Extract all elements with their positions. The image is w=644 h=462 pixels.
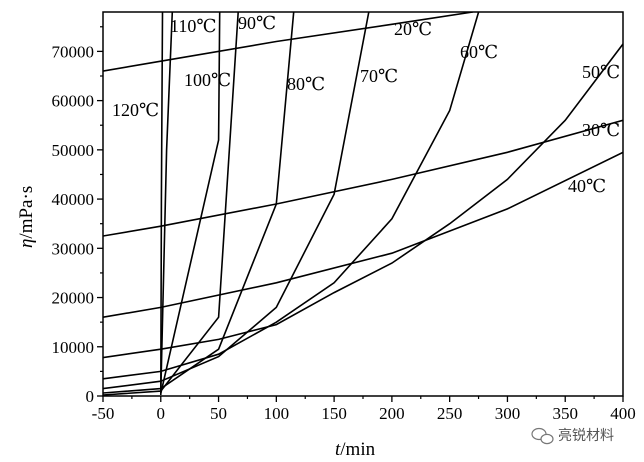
series-line-80c — [103, 12, 295, 394]
series-line-110c — [160, 12, 174, 393]
x-tick-label: 100 — [264, 404, 290, 423]
y-tick-label: 70000 — [52, 42, 95, 61]
label-20c: 20℃ — [394, 19, 432, 39]
series-line-20c — [103, 12, 473, 72]
series-line-100c — [160, 12, 221, 394]
label-100c: 100℃ — [184, 70, 231, 90]
label-70c: 70℃ — [360, 66, 398, 86]
series-line-70c — [103, 12, 370, 390]
label-80c: 80℃ — [287, 74, 325, 94]
series-line-120c — [160, 12, 164, 396]
x-tick-label: 300 — [495, 404, 521, 423]
label-40c: 40℃ — [568, 176, 606, 196]
label-90c: 90℃ — [238, 13, 276, 33]
ticks-group: -50 0 50 100 150 200 250 300 350 4000100002000030… — [52, 26, 636, 423]
label-120c: 120℃ — [112, 100, 159, 120]
watermark-text: 亮锐材料 — [558, 427, 614, 444]
x-axis-title: t/min — [335, 439, 376, 460]
y-tick-label: 40000 — [52, 190, 95, 209]
x-tick-label: 0 — [157, 404, 166, 423]
y-tick-label: 50000 — [52, 141, 95, 160]
x-tick-label: 250 — [437, 404, 463, 423]
series-line-40c — [103, 151, 623, 318]
label-110c: 110℃ — [170, 16, 216, 36]
watermark: 亮锐材料 — [531, 427, 614, 445]
x-tick-label: 400 — [610, 404, 636, 423]
x-tick-label: -50 — [92, 404, 115, 423]
y-axis-title: η/mPa·s — [16, 186, 37, 248]
label-60c: 60℃ — [460, 42, 498, 62]
wechat-icon — [531, 427, 554, 445]
series-group — [103, 12, 623, 396]
y-tick-label: 60000 — [52, 92, 95, 111]
series-line-50c — [103, 43, 623, 359]
series-line-90c — [103, 12, 239, 396]
label-50c: 50℃ — [582, 62, 620, 82]
x-tick-label: 50 — [210, 404, 227, 423]
x-tick-label: 200 — [379, 404, 405, 423]
y-tick-label: 0 — [86, 387, 95, 406]
y-tick-label: 20000 — [52, 289, 95, 308]
y-tick-label: 30000 — [52, 239, 95, 258]
x-tick-label: 350 — [552, 404, 578, 423]
series-line-60c — [103, 12, 480, 380]
x-tick-label: 150 — [321, 404, 347, 423]
label-30c: 30℃ — [582, 120, 620, 140]
series-line-30c — [103, 119, 623, 237]
y-tick-label: 10000 — [52, 338, 95, 357]
